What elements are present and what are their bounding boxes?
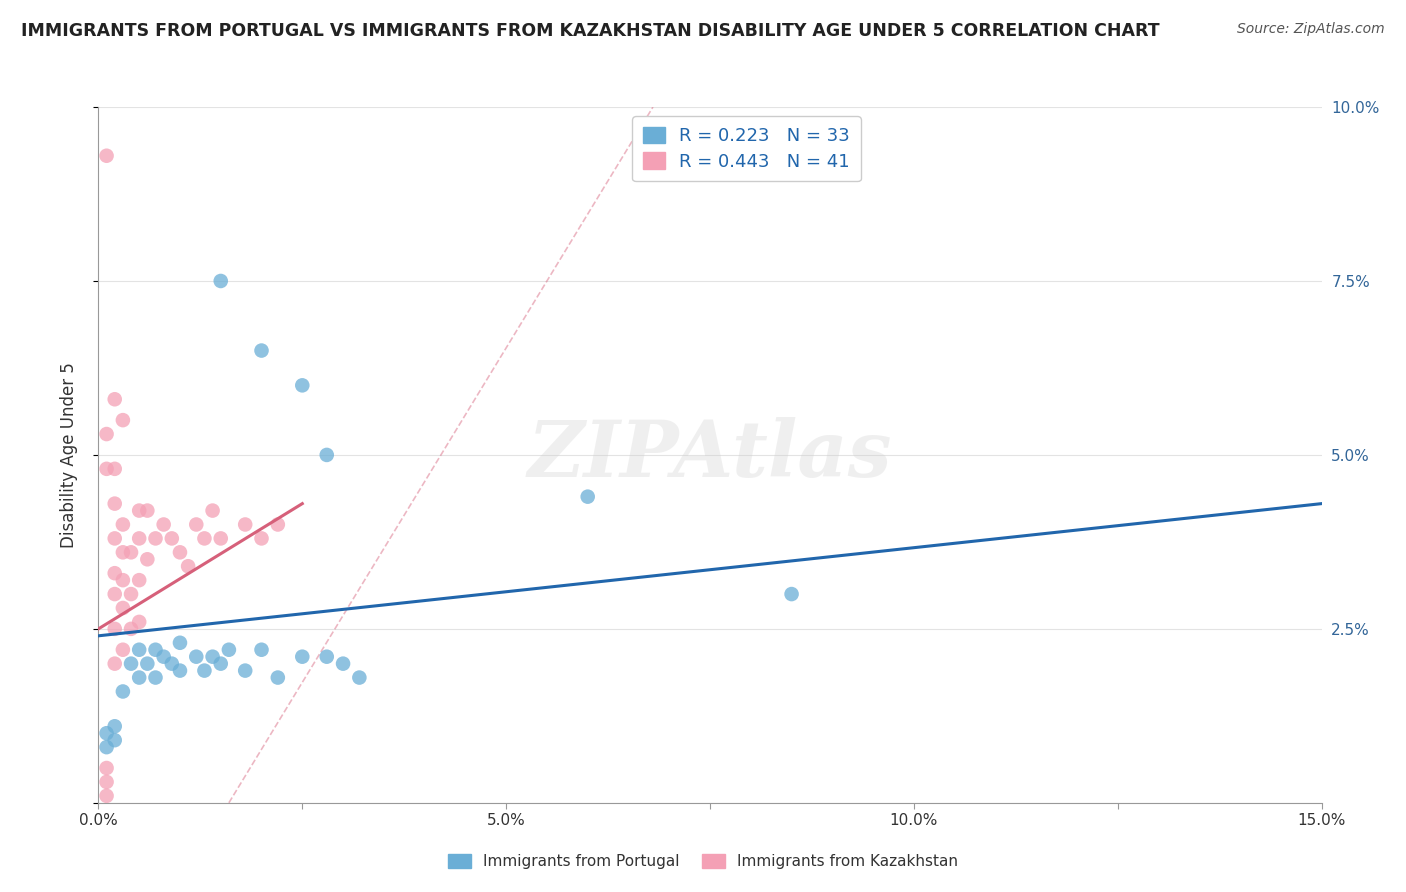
Point <box>349 671 371 685</box>
Point <box>111 601 134 615</box>
Point <box>169 545 191 559</box>
Point <box>128 532 150 546</box>
Point <box>780 587 803 601</box>
Point <box>104 733 127 747</box>
Point <box>104 497 127 511</box>
Point <box>104 532 127 546</box>
Text: ZIPAtlas: ZIPAtlas <box>527 417 893 493</box>
Point <box>145 532 167 546</box>
Point <box>315 448 337 462</box>
Point <box>233 664 256 678</box>
Point <box>193 664 215 678</box>
Point <box>201 503 224 517</box>
Point <box>104 566 127 581</box>
Point <box>104 462 127 476</box>
Point <box>128 573 150 587</box>
Point <box>177 559 200 574</box>
Point <box>169 664 191 678</box>
Point <box>152 649 174 664</box>
Point <box>186 649 208 664</box>
Point <box>145 642 167 657</box>
Point <box>111 684 134 698</box>
Point <box>136 503 159 517</box>
Point <box>96 149 118 163</box>
Point <box>250 642 273 657</box>
Point <box>111 545 134 559</box>
Point <box>96 462 118 476</box>
Point <box>201 649 224 664</box>
Point <box>193 532 215 546</box>
Y-axis label: Disability Age Under 5: Disability Age Under 5 <box>59 362 77 548</box>
Point <box>267 517 290 532</box>
Point <box>96 726 118 740</box>
Point <box>128 642 150 657</box>
Point <box>104 587 127 601</box>
Point <box>120 545 142 559</box>
Point <box>152 517 174 532</box>
Point <box>250 532 273 546</box>
Point <box>160 532 183 546</box>
Point <box>291 649 314 664</box>
Text: Source: ZipAtlas.com: Source: ZipAtlas.com <box>1237 22 1385 37</box>
Point <box>209 274 232 288</box>
Legend: R = 0.223   N = 33, R = 0.443   N = 41: R = 0.223 N = 33, R = 0.443 N = 41 <box>633 116 860 181</box>
Point <box>104 622 127 636</box>
Point <box>120 622 142 636</box>
Point <box>120 657 142 671</box>
Point <box>128 615 150 629</box>
Point <box>332 657 354 671</box>
Point <box>111 517 134 532</box>
Point <box>104 719 127 733</box>
Point <box>104 392 127 407</box>
Point <box>128 503 150 517</box>
Point <box>111 413 134 427</box>
Point <box>291 378 314 392</box>
Point <box>169 636 191 650</box>
Point <box>233 517 256 532</box>
Point <box>218 642 240 657</box>
Point <box>128 671 150 685</box>
Point <box>96 427 118 442</box>
Point <box>104 657 127 671</box>
Point <box>136 552 159 566</box>
Point <box>250 343 273 358</box>
Point <box>209 532 232 546</box>
Point <box>111 573 134 587</box>
Point <box>96 740 118 755</box>
Legend: Immigrants from Portugal, Immigrants from Kazakhstan: Immigrants from Portugal, Immigrants fro… <box>441 848 965 875</box>
Point <box>96 761 118 775</box>
Point <box>315 649 337 664</box>
Point <box>186 517 208 532</box>
Point <box>111 642 134 657</box>
Point <box>209 657 232 671</box>
Point <box>96 775 118 789</box>
Point <box>145 671 167 685</box>
Point <box>160 657 183 671</box>
Point <box>120 587 142 601</box>
Point <box>267 671 290 685</box>
Text: IMMIGRANTS FROM PORTUGAL VS IMMIGRANTS FROM KAZAKHSTAN DISABILITY AGE UNDER 5 CO: IMMIGRANTS FROM PORTUGAL VS IMMIGRANTS F… <box>21 22 1160 40</box>
Point <box>96 789 118 803</box>
Point <box>576 490 599 504</box>
Point <box>136 657 159 671</box>
